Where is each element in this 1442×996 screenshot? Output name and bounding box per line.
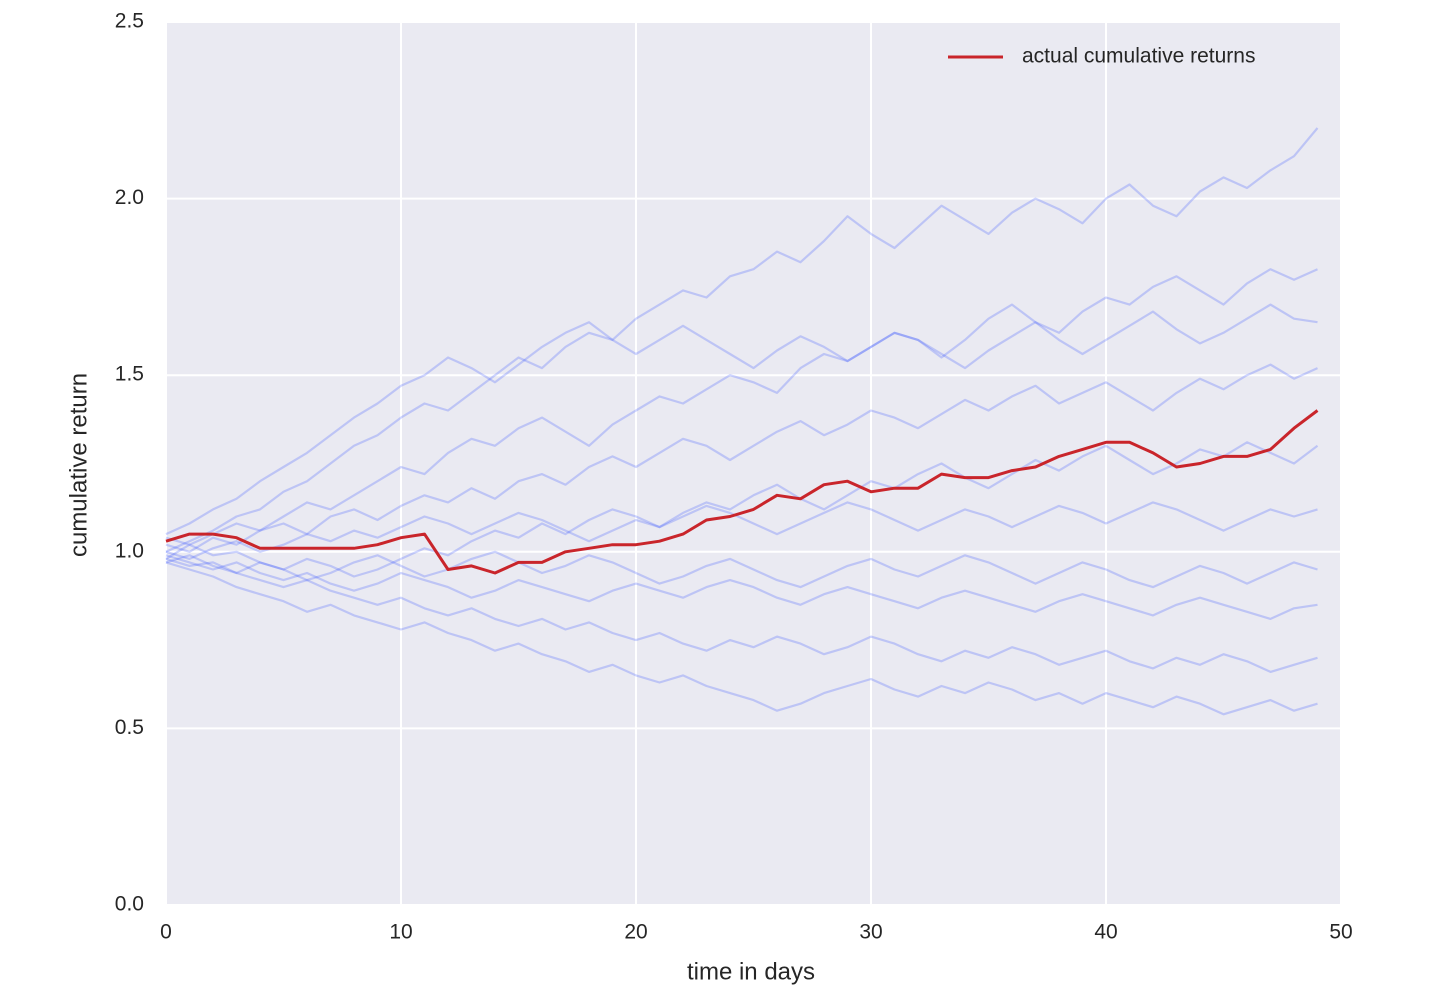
x-tick-label: 40 <box>1094 921 1117 944</box>
simulation-line <box>165 363 1318 553</box>
simulation-line <box>165 303 1318 536</box>
y-tick-label: 2.0 <box>115 186 144 209</box>
simulation-line <box>165 268 1318 560</box>
simulation-line <box>165 501 1318 560</box>
x-tick-label: 30 <box>859 921 882 944</box>
x-tick-label: 10 <box>389 921 412 944</box>
y-tick-label: 1.5 <box>115 363 144 386</box>
x-tick-label: 20 <box>624 921 647 944</box>
x-tick-label: 50 <box>1329 921 1352 944</box>
y-tick-label: 0.0 <box>115 893 144 916</box>
simulation-line <box>165 441 1319 578</box>
simulation-line <box>165 561 1318 716</box>
simulation-line <box>165 557 1318 673</box>
y-tick-label: 2.5 <box>115 10 144 33</box>
y-tick-label: 0.5 <box>115 716 144 739</box>
legend-label: actual cumulative returns <box>1022 45 1255 68</box>
plot-area <box>166 22 1341 905</box>
simulation-line <box>165 127 1319 553</box>
simulation-line <box>165 550 1318 589</box>
y-axis-title: cumulative return <box>65 373 92 557</box>
simulation-line <box>165 554 1318 620</box>
y-tick-label: 1.0 <box>115 539 144 562</box>
x-tick-label: 0 <box>160 921 172 944</box>
x-axis-title: time in days <box>687 958 815 985</box>
actual-line <box>165 409 1319 575</box>
